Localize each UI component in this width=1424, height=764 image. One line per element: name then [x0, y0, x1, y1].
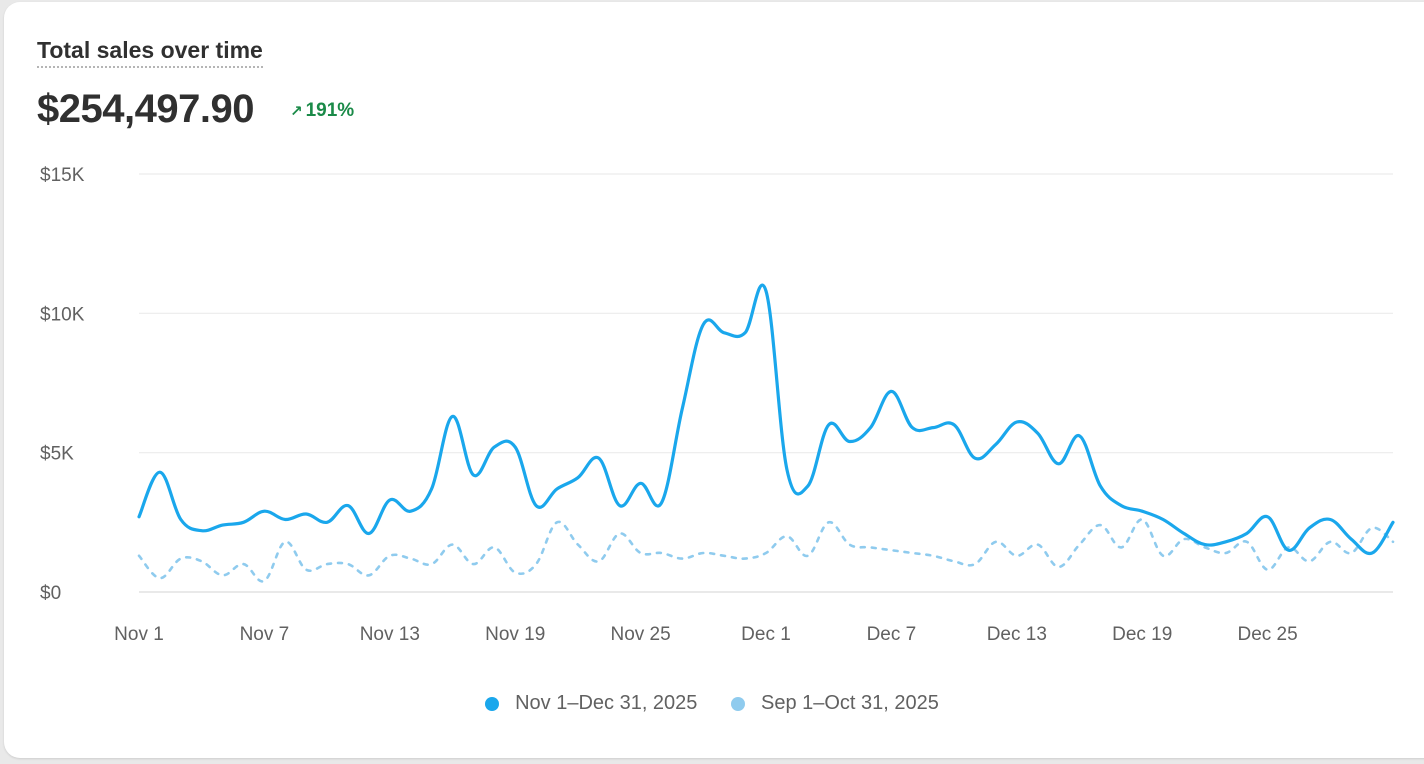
arrow-up-right-icon: ↗ — [290, 103, 303, 120]
series-line-current — [137, 283, 1395, 556]
chart-title[interactable]: Total sales over time — [37, 37, 263, 68]
total-sales-value: $254,497.90 — [37, 87, 254, 131]
legend-item-previous[interactable]: Sep 1–Oct 31, 2025 — [730, 692, 939, 715]
legend-dot-current — [485, 696, 500, 711]
x-tick-label: Nov 25 — [610, 624, 670, 645]
change-badge: ↗ 191% — [290, 100, 354, 123]
legend-label-previous: Sep 1–Oct 31, 2025 — [760, 692, 939, 714]
y-tick-label: $10K — [40, 304, 85, 325]
y-axis: $0 $5K $10K $15K — [40, 165, 85, 604]
y-tick-label: $0 — [40, 583, 61, 604]
x-tick-label: Dec 19 — [1112, 624, 1172, 645]
x-tick-label: Nov 19 — [485, 624, 545, 645]
y-tick-label: $5K — [40, 444, 74, 465]
legend-dot-previous — [730, 696, 745, 711]
x-tick-label: Nov 1 — [114, 624, 164, 645]
x-axis: Nov 1 Nov 7 Nov 13 Nov 19 Nov 25 Dec 1 Dec 7 De… — [114, 624, 1298, 645]
chart-grid — [139, 173, 1393, 593]
legend-item-current[interactable]: Nov 1–Dec 31, 2025 — [485, 692, 697, 715]
x-tick-label: Nov 13 — [360, 624, 420, 645]
x-tick-label: Nov 7 — [240, 624, 290, 645]
series-lines — [137, 283, 1395, 583]
x-tick-label: Dec 7 — [867, 624, 917, 645]
legend-label-current: Nov 1–Dec 31, 2025 — [515, 692, 698, 714]
x-tick-label: Dec 1 — [741, 624, 791, 645]
chart-legend: Nov 1–Dec 31, 2025 Sep 1–Oct 31, 2025 — [0, 692, 1424, 717]
x-tick-label: Dec 13 — [987, 624, 1047, 645]
x-tick-label: Dec 25 — [1237, 624, 1297, 645]
sales-card — [4, 2, 1424, 758]
y-tick-label: $15K — [40, 165, 85, 186]
series-line-previous — [137, 518, 1395, 583]
change-percent: 191% — [305, 100, 355, 121]
